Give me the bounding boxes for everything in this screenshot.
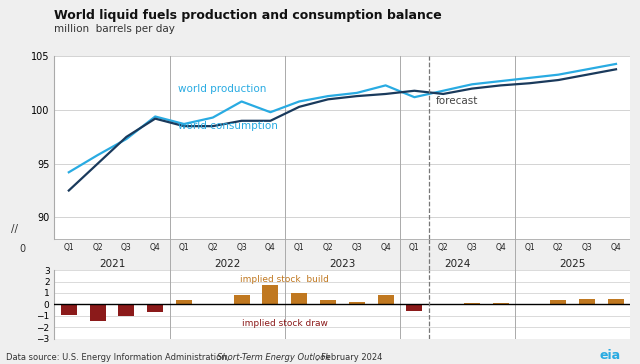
Bar <box>406 304 422 311</box>
Text: Q2: Q2 <box>207 244 218 253</box>
Bar <box>493 302 509 304</box>
Text: , February 2024: , February 2024 <box>316 353 382 362</box>
Text: Q4: Q4 <box>495 244 506 253</box>
Text: Q2: Q2 <box>92 244 103 253</box>
Text: Q4: Q4 <box>150 244 161 253</box>
Bar <box>579 298 595 304</box>
Text: implied stock  build: implied stock build <box>241 275 329 284</box>
Text: World liquid fuels production and consumption balance: World liquid fuels production and consum… <box>54 9 442 22</box>
Bar <box>61 304 77 314</box>
Text: forecast: forecast <box>436 96 478 106</box>
Text: Q3: Q3 <box>582 244 593 253</box>
Text: 2021: 2021 <box>99 259 125 269</box>
Text: Q3: Q3 <box>351 244 362 253</box>
Bar <box>320 300 336 304</box>
Text: million  barrels per day: million barrels per day <box>54 24 175 33</box>
Text: Q3: Q3 <box>467 244 477 253</box>
Text: implied stock draw: implied stock draw <box>242 319 328 328</box>
Bar <box>522 304 538 305</box>
Bar <box>291 293 307 304</box>
Bar <box>90 304 106 321</box>
Text: 0: 0 <box>20 245 26 254</box>
Text: Q2: Q2 <box>323 244 333 253</box>
Bar <box>262 285 278 304</box>
Text: Q1: Q1 <box>294 244 305 253</box>
Text: Q2: Q2 <box>553 244 564 253</box>
Bar <box>176 300 192 304</box>
Bar <box>147 304 163 312</box>
Text: Data source: U.S. Energy Information Administration,: Data source: U.S. Energy Information Adm… <box>6 353 232 362</box>
Text: Q1: Q1 <box>409 244 420 253</box>
Text: Q4: Q4 <box>265 244 276 253</box>
Text: 2024: 2024 <box>444 259 471 269</box>
Bar <box>349 302 365 304</box>
Text: Q4: Q4 <box>380 244 391 253</box>
Text: Q4: Q4 <box>611 244 621 253</box>
Text: Q3: Q3 <box>236 244 247 253</box>
Bar <box>205 304 221 305</box>
Bar <box>378 295 394 304</box>
Text: eia: eia <box>600 349 621 362</box>
Text: Q3: Q3 <box>121 244 132 253</box>
Text: Q1: Q1 <box>524 244 535 253</box>
Bar <box>234 295 250 304</box>
Text: //: // <box>11 224 17 234</box>
Bar <box>550 300 566 304</box>
Text: Short-Term Energy Outlook: Short-Term Energy Outlook <box>217 353 330 362</box>
Text: world production: world production <box>178 84 267 94</box>
Bar <box>118 304 134 316</box>
Text: 2025: 2025 <box>559 259 586 269</box>
Text: 2023: 2023 <box>329 259 356 269</box>
Text: Q2: Q2 <box>438 244 449 253</box>
Text: world consumption: world consumption <box>178 121 278 131</box>
Text: Q1: Q1 <box>63 244 74 253</box>
Text: 2022: 2022 <box>214 259 241 269</box>
Text: Q1: Q1 <box>179 244 189 253</box>
Bar <box>608 298 624 304</box>
Bar <box>464 302 480 304</box>
